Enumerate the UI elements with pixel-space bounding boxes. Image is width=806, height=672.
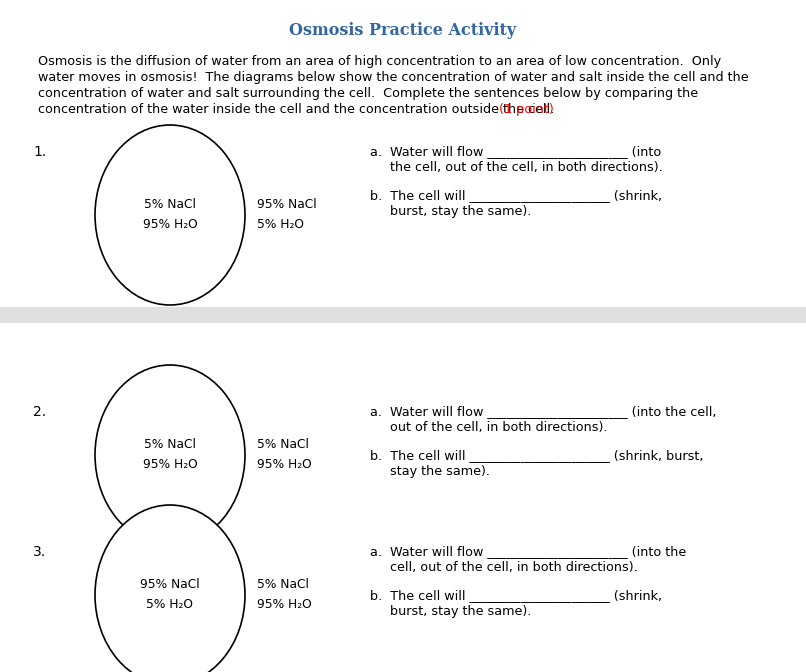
Text: cell, out of the cell, in both directions).: cell, out of the cell, in both direction… <box>370 561 638 574</box>
Text: b.  The cell will ______________________ (shrink,: b. The cell will ______________________ … <box>370 589 662 602</box>
Text: 5% NaCl: 5% NaCl <box>257 439 309 452</box>
Text: out of the cell, in both directions).: out of the cell, in both directions). <box>370 421 608 434</box>
Bar <box>0 307 806 323</box>
Text: the cell, out of the cell, in both directions).: the cell, out of the cell, in both direc… <box>370 161 663 174</box>
Text: Osmosis is the diffusion of water from an area of high concentration to an area : Osmosis is the diffusion of water from a… <box>38 55 721 68</box>
Text: 5% H₂O: 5% H₂O <box>147 599 193 612</box>
Ellipse shape <box>95 365 245 545</box>
Text: a.  Water will flow ______________________ (into: a. Water will flow _____________________… <box>370 145 661 158</box>
Text: 95% NaCl: 95% NaCl <box>257 198 317 212</box>
Text: b.  The cell will ______________________ (shrink, burst,: b. The cell will ______________________ … <box>370 449 704 462</box>
Text: water moves in osmosis!  The diagrams below show the concentration of water and : water moves in osmosis! The diagrams bel… <box>38 71 749 84</box>
Text: 95% H₂O: 95% H₂O <box>143 458 197 472</box>
Text: 2.: 2. <box>33 405 46 419</box>
Text: a.  Water will flow ______________________ (into the: a. Water will flow _____________________… <box>370 545 686 558</box>
Text: stay the same).: stay the same). <box>370 465 490 478</box>
Text: a.  Water will flow ______________________ (into the cell,: a. Water will flow _____________________… <box>370 405 717 418</box>
Text: (1 point): (1 point) <box>495 103 554 116</box>
Text: 95% H₂O: 95% H₂O <box>143 218 197 231</box>
Text: burst, stay the same).: burst, stay the same). <box>370 605 531 618</box>
Text: Osmosis Practice Activity: Osmosis Practice Activity <box>289 22 517 39</box>
Text: 1.: 1. <box>33 145 46 159</box>
Text: burst, stay the same).: burst, stay the same). <box>370 205 531 218</box>
Text: 5% H₂O: 5% H₂O <box>257 218 304 231</box>
Text: 95% H₂O: 95% H₂O <box>257 458 312 472</box>
Text: 95% NaCl: 95% NaCl <box>140 579 200 591</box>
Text: b.  The cell will ______________________ (shrink,: b. The cell will ______________________ … <box>370 189 662 202</box>
Text: 95% H₂O: 95% H₂O <box>257 599 312 612</box>
Ellipse shape <box>95 125 245 305</box>
Text: 5% NaCl: 5% NaCl <box>257 579 309 591</box>
Text: 3.: 3. <box>33 545 46 559</box>
Ellipse shape <box>95 505 245 672</box>
Text: concentration of water and salt surrounding the cell.  Complete the sentences be: concentration of water and salt surround… <box>38 87 698 100</box>
Text: 5% NaCl: 5% NaCl <box>144 198 196 212</box>
Text: concentration of the water inside the cell and the concentration outside the cel: concentration of the water inside the ce… <box>38 103 555 116</box>
Text: 5% NaCl: 5% NaCl <box>144 439 196 452</box>
